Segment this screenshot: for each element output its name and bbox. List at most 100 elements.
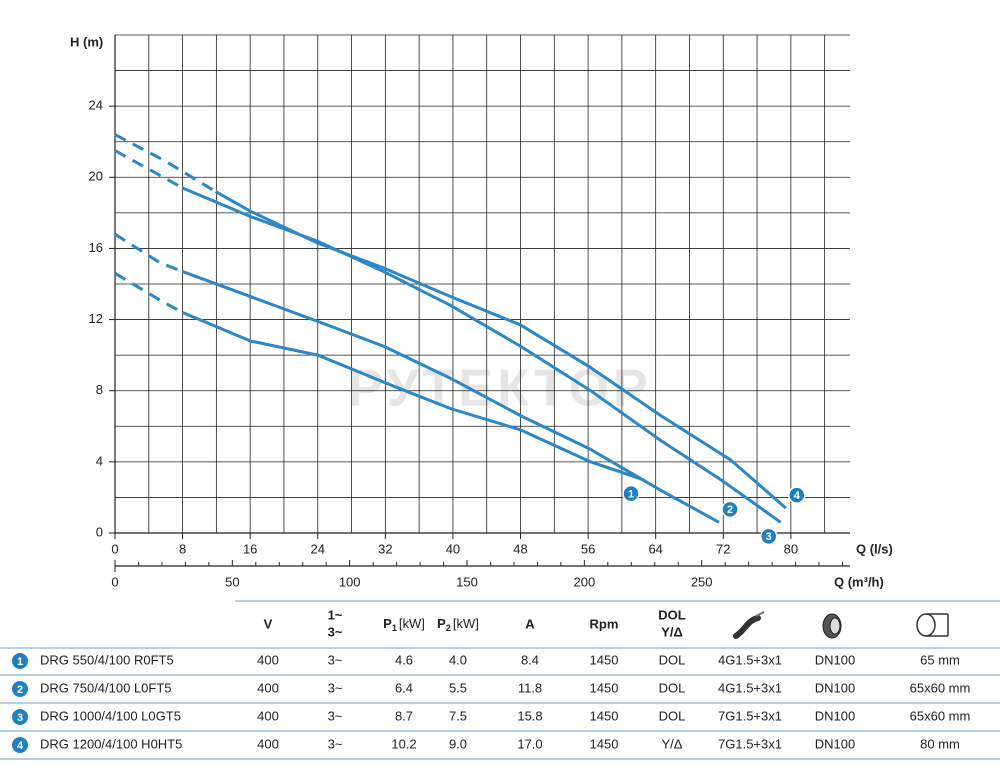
- header-main: P: [437, 616, 446, 631]
- x-tick-label: 24: [311, 541, 325, 556]
- table-cell: 65x60 mm: [910, 680, 971, 695]
- table-cell: DOL: [659, 708, 686, 723]
- x-tick-label: 80: [784, 541, 798, 556]
- table-cell: 1450: [590, 736, 619, 751]
- x-tick-label: 0: [111, 541, 118, 556]
- header-cell: A: [525, 616, 535, 631]
- row-number: 1: [17, 656, 23, 668]
- table-cell: 8.4: [521, 652, 539, 667]
- header-main: P: [383, 616, 392, 631]
- table-cell: 400: [257, 680, 279, 695]
- header-sub: 2: [446, 623, 451, 633]
- header-cell: DOL: [658, 607, 686, 622]
- x-axis-label: Q (l/s): [856, 541, 893, 556]
- table-cell: 65x60 mm: [910, 708, 971, 723]
- flange-icon: [822, 613, 842, 639]
- x-tick-label: 8: [179, 541, 186, 556]
- curve: [182, 311, 644, 482]
- x-tick-label: 64: [648, 541, 662, 556]
- table-cell: 1450: [590, 652, 619, 667]
- curve: [182, 270, 720, 524]
- x-tick-label: 72: [716, 541, 730, 556]
- table-cell: 6.4: [395, 680, 413, 695]
- y-tick-label: 12: [89, 311, 103, 326]
- table-cell: 400: [257, 736, 279, 751]
- table-cell: DN100: [815, 680, 855, 695]
- table-cell: Y/Δ: [662, 736, 683, 751]
- header-cell: Y/Δ: [661, 624, 683, 639]
- table-cell: 400: [257, 708, 279, 723]
- table-cell: 3~: [328, 708, 343, 723]
- x-tick-label: 16: [243, 541, 257, 556]
- table-cell: 8.7: [395, 708, 413, 723]
- curve-label: 4: [794, 490, 801, 502]
- table-cell: 3~: [328, 736, 343, 751]
- table-cell: DN100: [815, 652, 855, 667]
- x2-tick-label: 250: [691, 574, 713, 589]
- watermark: РУТЕКТОР: [348, 360, 651, 418]
- table-cell: 80 mm: [920, 736, 960, 751]
- header-unit: [kW]: [399, 616, 425, 631]
- table-cell: 4G1.5+3x1: [718, 680, 782, 695]
- row-badge: [12, 681, 28, 697]
- curve-label-badge: [721, 500, 739, 519]
- model-name: DRG 550/4/100 R0FT5: [40, 652, 174, 667]
- y-tick-label: 20: [89, 169, 103, 184]
- curve: [182, 186, 782, 524]
- table-cell: 11.8: [518, 680, 542, 695]
- table-cell: 4G1.5+3x1: [718, 652, 782, 667]
- header-sub: 1: [392, 623, 397, 633]
- model-name: DRG 1200/4/100 H0HT5: [40, 736, 182, 751]
- x-tick-label: 48: [513, 541, 527, 556]
- x2-axis-label: Q (m³/h): [834, 574, 884, 589]
- curve: [114, 149, 184, 190]
- table-cell: 7G1.5+3x1: [718, 708, 782, 723]
- header-cell: 1~: [328, 607, 343, 622]
- curve: [114, 272, 184, 314]
- curve-label: 1: [628, 489, 634, 501]
- y-tick-label: 4: [96, 453, 103, 468]
- y-tick-label: 0: [96, 524, 103, 539]
- model-name: DRG 1000/4/100 L0GT5: [40, 708, 181, 723]
- table-cell: DOL: [659, 652, 686, 667]
- x2-tick-label: 200: [573, 574, 595, 589]
- row-number: 2: [17, 684, 23, 696]
- header-cell: P1 [kW]: [383, 616, 425, 633]
- curve: [114, 133, 217, 193]
- table-cell: DOL: [659, 680, 686, 695]
- table-cell: 1450: [590, 680, 619, 695]
- table-cell: 9.0: [449, 736, 467, 751]
- row-number: 4: [17, 740, 24, 752]
- table-cell: 15.8: [517, 708, 542, 723]
- table-cell: 1450: [590, 708, 619, 723]
- curve-label: 3: [766, 531, 772, 543]
- table-cell: 3~: [328, 680, 343, 695]
- x-tick-label: 32: [378, 541, 392, 556]
- y-tick-label: 16: [89, 240, 103, 255]
- table-cell: 400: [257, 652, 279, 667]
- table-cell: 3~: [328, 652, 343, 667]
- header-cell: 3~: [328, 624, 343, 639]
- table-cell: 10.2: [391, 736, 416, 751]
- table-cell: 4.6: [395, 652, 413, 667]
- curve: [114, 232, 184, 273]
- x2-tick-label: 0: [111, 574, 118, 589]
- x2-tick-label: 100: [339, 574, 361, 589]
- curve-label-badge: [788, 486, 806, 504]
- table-cell: 7.5: [449, 708, 467, 723]
- model-name: DRG 750/4/100 L0FT5: [40, 680, 172, 695]
- y-tick-label: 8: [96, 382, 103, 397]
- header-cell: V: [264, 616, 273, 631]
- row-badge: [12, 737, 28, 753]
- pipe-icon: [916, 613, 949, 637]
- table-cell: 17.0: [517, 736, 542, 751]
- header-cell: Rpm: [590, 616, 619, 631]
- table-cell: 7G1.5+3x1: [718, 736, 782, 751]
- x2-tick-label: 50: [225, 574, 239, 589]
- row-number: 3: [17, 712, 23, 724]
- curve-label: 2: [727, 504, 733, 516]
- x-tick-label: 56: [581, 541, 595, 556]
- table-cell: 4.0: [449, 652, 467, 667]
